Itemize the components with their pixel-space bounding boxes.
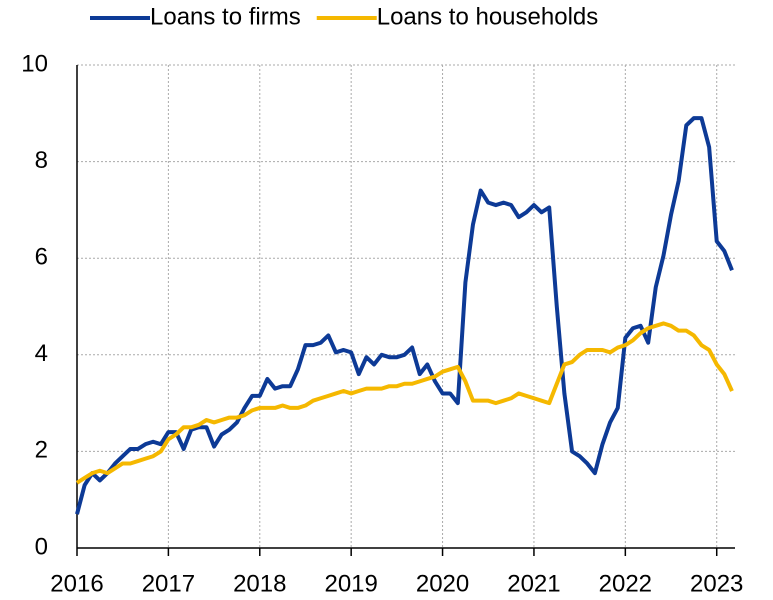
- data-line: [75, 116, 734, 515]
- y-tick-label: 6: [35, 244, 48, 271]
- x-tick-label: 2023: [690, 570, 743, 597]
- y-tick-label: 10: [21, 50, 48, 77]
- y-tick-label: 2: [35, 437, 48, 464]
- y-tick-label: 4: [35, 340, 48, 367]
- data-line: [75, 321, 734, 485]
- x-tick-label: 2019: [324, 570, 377, 597]
- legend-label: Loans to households: [377, 3, 599, 30]
- x-tick-label: 2022: [599, 570, 652, 597]
- x-tick-label: 2020: [416, 570, 469, 597]
- y-tick-label: 8: [35, 147, 48, 174]
- x-tick-label: 2021: [507, 570, 560, 597]
- x-tick-label: 2017: [142, 570, 195, 597]
- x-tick-label: 2018: [233, 570, 286, 597]
- legend-label: Loans to firms: [150, 3, 301, 30]
- x-tick-label: 2016: [50, 570, 103, 597]
- y-tick-label: 0: [35, 533, 48, 560]
